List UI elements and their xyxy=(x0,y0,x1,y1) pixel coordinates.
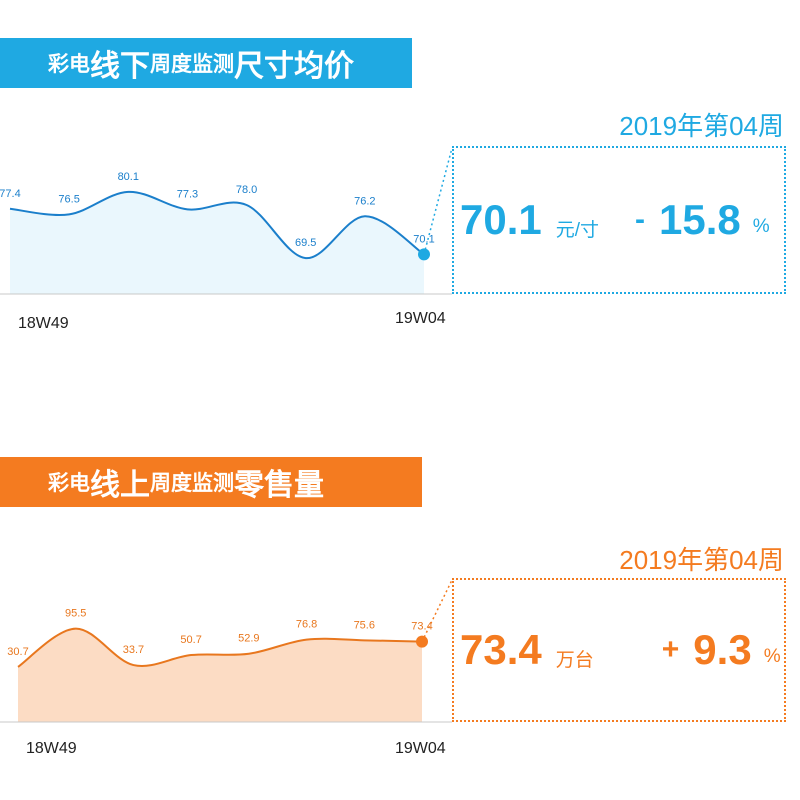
panel2-change-unit: % xyxy=(763,646,781,667)
panel2-x-tick-last: 19W04 xyxy=(395,740,446,757)
panel2-title-part2: 线上 xyxy=(90,469,150,502)
panel1-x-tick-first: 18W49 xyxy=(18,315,69,332)
panel2-title-part3: 周度监测 xyxy=(150,472,234,495)
panel1-x-tick-last: 19W04 xyxy=(395,310,446,327)
panel1-title-banner: 彩电 线下 周度监测 尺寸均价 xyxy=(0,38,412,88)
panel1-change-unit: % xyxy=(752,216,770,237)
panel2-data-label: 95.5 xyxy=(65,608,86,620)
panel1-series-line xyxy=(9,190,425,260)
panel1-data-label: 76.2 xyxy=(354,195,375,207)
panel1-change-sign: - xyxy=(635,203,646,236)
panel2-data-label: 33.7 xyxy=(123,644,144,656)
panel1-title-part4: 尺寸均价 xyxy=(234,50,354,83)
panel1-data-label: 77.4 xyxy=(0,188,21,200)
panel2-data-label: 76.8 xyxy=(296,619,317,631)
panel2-data-label: 75.6 xyxy=(354,619,375,631)
panel1-change-value: 15.8 xyxy=(659,196,741,243)
panel1-value: 70.1 xyxy=(460,196,542,243)
panel2-value: 73.4 xyxy=(460,626,542,673)
panel1-data-label: 69.5 xyxy=(295,237,316,249)
panel2-data-label: 73.4 xyxy=(411,621,432,633)
panel1-unit: 元/寸 xyxy=(555,219,600,241)
panel1-stat-box: 70.1 元/寸 - 15.8 % xyxy=(452,146,786,294)
panel1-chart: 77.4 76.5 80.1 77.3 78.0 69.5 76.2 70.1 xyxy=(0,147,453,295)
panel2-stat-box: 73.4 万台 + 9.3 % xyxy=(452,578,786,722)
panel2-data-label: 30.7 xyxy=(7,646,28,658)
panel2-title-part4: 零售量 xyxy=(234,469,324,502)
panel1-data-label: 77.3 xyxy=(177,188,198,200)
panel2-period: 2019年第04周 xyxy=(619,545,784,575)
panel1-period: 2019年第04周 xyxy=(619,111,784,141)
panel2-series-line xyxy=(17,627,423,668)
panel1-data-label: 80.1 xyxy=(118,171,139,183)
panel1-callout-connector xyxy=(423,147,453,255)
panel2-change-sign: + xyxy=(661,633,680,666)
panel2-title-part1: 彩电 xyxy=(48,472,90,495)
panel2-change-value: 9.3 xyxy=(693,626,752,673)
panel2-title-banner: 彩电 线上 周度监测 零售量 xyxy=(0,457,422,507)
panel2-data-label: 50.7 xyxy=(180,634,201,646)
panel1-title-part3: 周度监测 xyxy=(150,53,234,76)
panel1-data-label: 78.0 xyxy=(236,184,257,196)
panel2-x-tick-first: 18W49 xyxy=(26,740,77,757)
panel2-data-label: 52.9 xyxy=(238,633,259,645)
panel1-data-label: 76.5 xyxy=(58,193,79,205)
panel1-data-label: 70.1 xyxy=(413,233,434,245)
panel2-chart: 30.7 95.5 33.7 50.7 52.9 76.8 75.6 73.4 xyxy=(0,579,453,723)
panel1-title-part1: 彩电 xyxy=(48,53,90,76)
panel1-area-fill xyxy=(10,191,424,294)
panel1-title-part2: 线下 xyxy=(90,50,150,83)
panel2-unit: 万台 xyxy=(555,649,594,671)
panel2-callout-connector xyxy=(421,579,453,642)
panel2-area-fill xyxy=(18,628,422,722)
